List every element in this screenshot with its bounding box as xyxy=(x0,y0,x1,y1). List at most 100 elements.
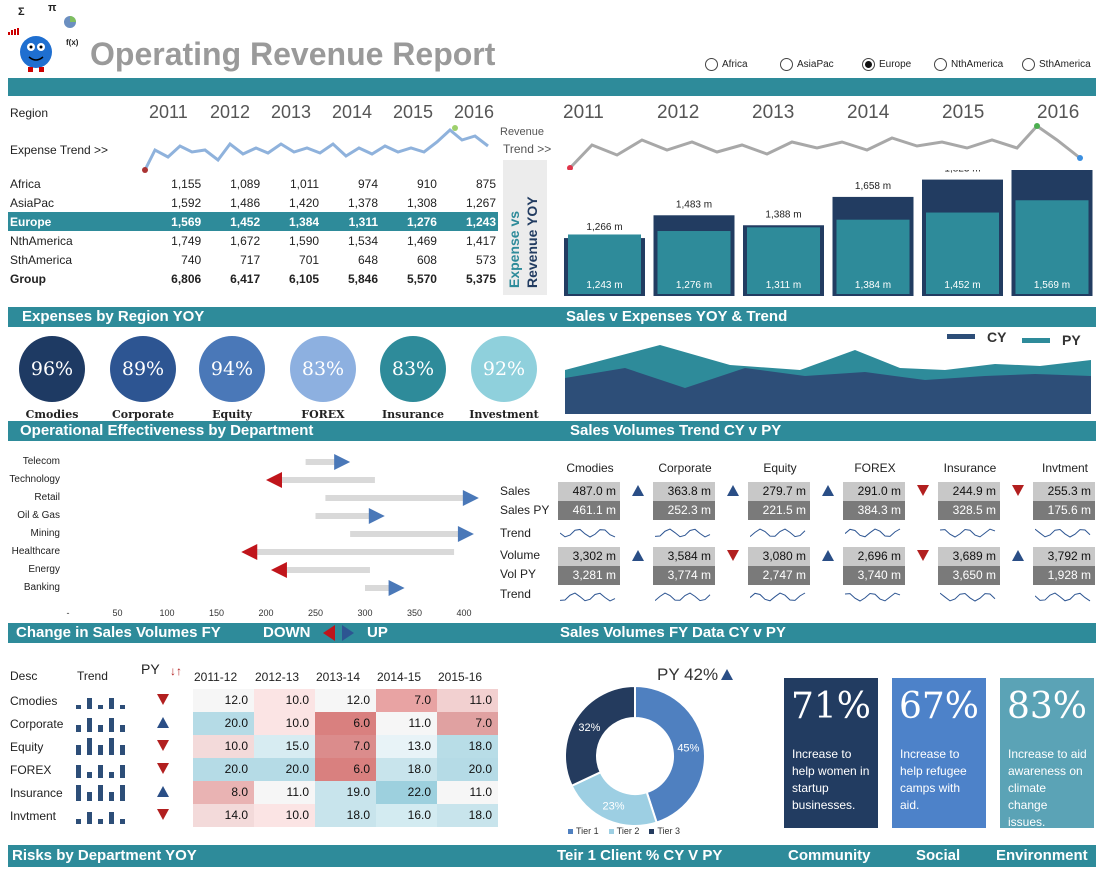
sort-arrows-icon[interactable]: ↓↑ xyxy=(170,664,182,678)
table-row[interactable]: NthAmerica 1,749 1,672 1,590 1,534 1,469 1,417 xyxy=(8,231,498,250)
dept-arrow-up-icon xyxy=(457,526,474,542)
table-row[interactable]: Africa 1,155 1,089 1,011 974 910 875 xyxy=(8,174,498,193)
cell: 1,155 xyxy=(171,176,202,191)
radio-dot[interactable] xyxy=(705,58,718,71)
revenue-trend-label-2: Trend >> xyxy=(503,142,552,156)
radio-sthamerica[interactable]: SthAmerica xyxy=(1022,58,1091,71)
radio-dot-selected[interactable] xyxy=(862,58,875,71)
legend-tier3: Tier 3 xyxy=(649,826,680,836)
dept-bar xyxy=(305,459,337,465)
cell: 1,267 xyxy=(465,195,496,210)
radio-label: Africa xyxy=(722,59,748,70)
fx-symbol: f(x) xyxy=(66,38,79,47)
donut-slice xyxy=(564,686,636,788)
volume-up-arrow-icon xyxy=(822,550,834,561)
volume-py-cell: 2,747 m xyxy=(748,566,810,585)
expense-label: 1,311 m xyxy=(766,280,801,291)
radio-africa[interactable]: Africa xyxy=(705,58,748,71)
heatmap-cell: 20.0 xyxy=(254,758,315,781)
x-tick-label: 100 xyxy=(159,608,174,618)
sales-up-arrow-icon xyxy=(822,485,834,496)
section-bar-expenses: Expenses by Region YOY Sales v Expenses … xyxy=(8,307,1096,327)
mini-bar-trend xyxy=(76,698,125,709)
cell: 1,011 xyxy=(289,176,320,191)
dept-arrow-up-icon xyxy=(368,508,385,524)
cell: 1,469 xyxy=(406,233,437,248)
department-label: Retail xyxy=(34,492,60,503)
year-header: 2015-16 xyxy=(438,670,483,684)
cell: 6,806 xyxy=(171,271,202,286)
cell: 1,243 xyxy=(438,212,498,231)
cell: 717 xyxy=(240,252,261,267)
radio-europe[interactable]: Europe xyxy=(862,58,911,71)
donut-slice-label: 23% xyxy=(603,801,625,813)
circle-label: Equity xyxy=(212,408,252,421)
dept-arrow-up-icon xyxy=(334,454,351,470)
revenue-label: 1,388 m xyxy=(765,209,801,220)
section-title-sales-trend: Sales Volumes Trend CY v PY xyxy=(570,422,782,439)
table-row[interactable]: AsiaPac 1,592 1,486 1,420 1,378 1,308 1,267 xyxy=(8,193,498,212)
sales-down-arrow-icon xyxy=(1012,485,1024,496)
sales-cy-cell: 487.0 m xyxy=(558,482,620,501)
vertical-label-line-1: Expense vs xyxy=(506,210,522,288)
table-row-total[interactable]: Group 6,806 6,417 6,105 5,846 5,570 5,375 xyxy=(8,269,498,288)
down-arrow-icon[interactable] xyxy=(323,625,335,641)
sales-py-cell: 384.3 m xyxy=(843,501,905,520)
radio-nthamerica[interactable]: NthAmerica xyxy=(934,58,1003,71)
section-title-change: Change in Sales Volumes FY xyxy=(16,624,221,641)
department-label: Banking xyxy=(23,582,60,593)
expense-bar xyxy=(657,231,731,294)
sales-py-cell: 221.5 m xyxy=(748,501,810,520)
volume-down-arrow-icon xyxy=(727,550,739,561)
heatmap-cell: 10.0 xyxy=(193,735,254,758)
expense-vs-revenue-vertical-label: Expense vs Revenue YOY xyxy=(503,160,547,295)
expense-bar xyxy=(926,212,999,294)
sales-col-header: FOREX xyxy=(854,461,896,475)
change-down-arrow-icon xyxy=(157,809,169,820)
sales-cy-cell: 363.8 m xyxy=(653,482,715,501)
environment-card: 83% Increase to aid awareness on climate… xyxy=(1000,678,1094,829)
sales-row-label: Sales xyxy=(500,484,531,498)
dept-bar xyxy=(284,567,370,573)
department-label: Energy xyxy=(28,564,60,575)
trend-sparkline xyxy=(560,528,616,538)
cell: 1,308 xyxy=(406,195,437,210)
sales-row-label: Vol PY xyxy=(500,567,537,581)
radio-asiapac[interactable]: AsiaPac xyxy=(780,58,834,71)
sales-py-cell: 328.5 m xyxy=(938,501,1000,520)
up-arrow-icon[interactable] xyxy=(342,625,354,641)
radio-dot[interactable] xyxy=(1022,58,1035,71)
cell: 1,534 xyxy=(348,233,379,248)
sales-row-label: Trend xyxy=(500,587,531,601)
heatmap-cell: 11.0 xyxy=(437,689,498,712)
heatmap-cell: 12.0 xyxy=(193,689,254,712)
cell: 573 xyxy=(475,252,496,267)
department-label: Healthcare xyxy=(11,546,60,557)
heatmap-cell: 10.0 xyxy=(254,689,315,712)
radio-dot[interactable] xyxy=(780,58,793,71)
cell: 1,420 xyxy=(289,195,320,210)
heatmap-cell: 22.0 xyxy=(376,781,437,804)
circle-investment: 92% xyxy=(471,336,537,402)
cell: 1,672 xyxy=(230,233,261,248)
cell: 701 xyxy=(299,252,320,267)
radio-label: NthAmerica xyxy=(951,59,1004,70)
department-label: Telecom xyxy=(22,456,60,467)
py-header: PY xyxy=(141,661,160,677)
radio-dot[interactable] xyxy=(934,58,947,71)
heatmap-cell: 11.0 xyxy=(254,781,315,804)
sales-cy-cell: 255.3 m xyxy=(1033,482,1095,501)
card-text: Increase to help refugee camps with aid. xyxy=(900,747,967,812)
year-2016: 2016 xyxy=(454,102,495,122)
department-label: Oil & Gas xyxy=(17,510,60,521)
table-row[interactable]: SthAmerica 740 717 701 648 608 573 xyxy=(8,250,498,269)
row-label: Europe xyxy=(8,212,145,231)
heatmap-cell: 18.0 xyxy=(376,758,437,781)
revenue-trend-label-1: Revenue xyxy=(500,126,545,138)
cell: 1,569 xyxy=(144,212,204,231)
cell: 1,311 xyxy=(321,212,381,231)
volume-py-cell: 3,650 m xyxy=(938,566,1000,585)
table-row-selected[interactable]: Europe 1,569 1,452 1,384 1,311 1,276 1,243 xyxy=(8,212,498,231)
card-text: Increase to aid awareness on climate cha… xyxy=(1008,747,1087,829)
department-label: Mining xyxy=(30,528,60,539)
